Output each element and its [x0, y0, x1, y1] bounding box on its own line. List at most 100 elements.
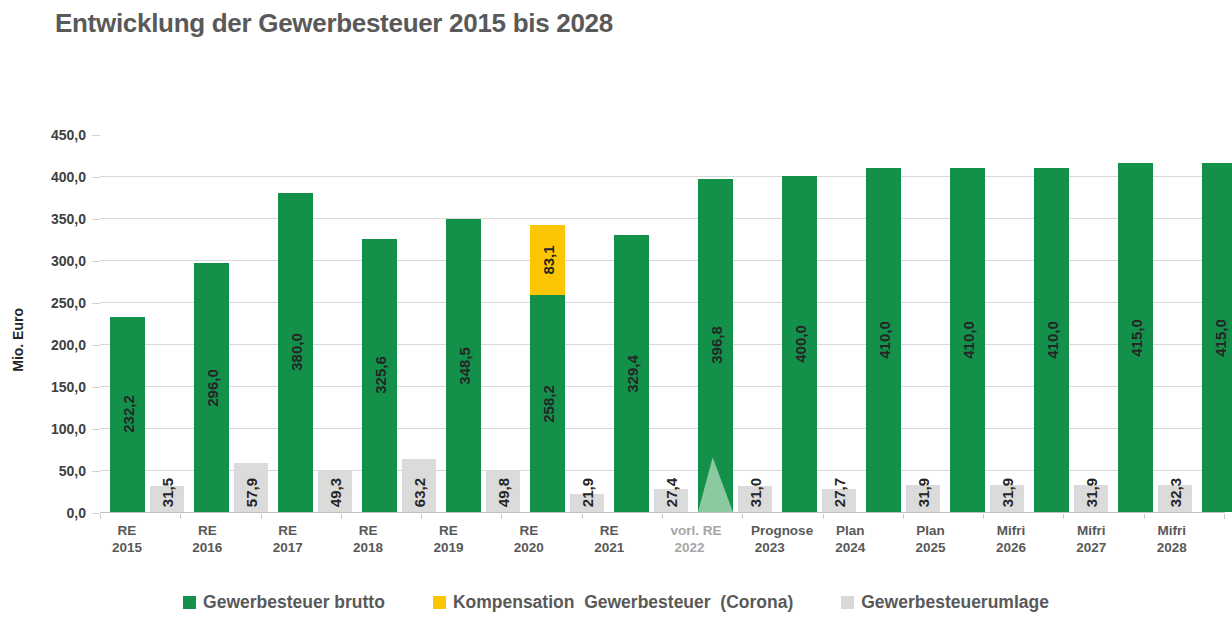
bar-value-label: 296,0 — [204, 369, 219, 407]
brutto-segment: 410,0 — [950, 168, 985, 512]
brutto-segment: 232,2 — [110, 317, 145, 512]
brutto-segment: 400,0 — [782, 176, 817, 512]
category-label: Mifri2026 — [992, 522, 1030, 556]
y-axis-tick-mark — [92, 513, 100, 514]
bar-value-label: 31,0 — [748, 478, 763, 507]
gewerbesteuerumlage-bar: 49,3 — [318, 471, 352, 512]
gewerbesteuer-brutto-bar: 325,6 — [362, 239, 397, 513]
category-label: Mifri2027 — [1072, 522, 1110, 556]
bar-value-label: 63,2 — [412, 478, 427, 507]
bar-group: 400,027,7 — [772, 135, 856, 512]
legend-swatch-brutto — [183, 596, 196, 609]
y-axis-tick-mark — [92, 387, 100, 388]
gewerbesteuer-brutto-bar: 329,4 — [614, 235, 649, 512]
y-axis-tick-label: 100,0 — [6, 420, 86, 438]
x-axis-ticks — [100, 514, 1225, 519]
y-axis-tick-mark — [92, 261, 100, 262]
gewerbesteuerumlage-bar: 49,8 — [486, 470, 520, 512]
bar-value-label: 31,9 — [1000, 478, 1015, 507]
category-label: Plan2025 — [912, 522, 950, 556]
legend-swatch-kompensation — [433, 596, 446, 609]
gewerbesteuerumlage-bar: 31,9 — [990, 485, 1024, 512]
gewerbesteuer-brutto-bar: 348,5 — [446, 219, 481, 512]
gewerbesteuerumlage-bar: 31,0 — [738, 486, 772, 512]
bar-group: 380,049,3 — [268, 135, 352, 512]
y-axis-tick-mark — [92, 177, 100, 178]
x-axis-tick-mark — [341, 514, 421, 519]
legend-item-brutto: Gewerbesteuer brutto — [183, 592, 385, 613]
bar-value-label: 232,2 — [120, 396, 135, 434]
y-axis-tick-mark — [92, 345, 100, 346]
gewerbesteuerumlage-bar: 31,9 — [1074, 485, 1108, 512]
bar-value-label: 348,5 — [456, 347, 471, 385]
x-axis-tick-mark — [903, 514, 983, 519]
gewerbesteuer-brutto-bar: 380,0 — [278, 193, 313, 512]
gewerbesteuerumlage-bar: 32,3 — [1158, 485, 1192, 512]
legend-swatch-umlage — [841, 596, 854, 609]
brutto-segment: 296,0 — [194, 263, 229, 512]
bar-value-label: 325,6 — [372, 356, 387, 394]
x-axis-tick-mark — [1144, 514, 1224, 519]
legend-label: Kompensation Gewerbesteuer (Corona) — [453, 592, 793, 613]
y-axis-tick-label: 400,0 — [6, 168, 86, 186]
brutto-segment: 415,0 — [1118, 163, 1153, 512]
bar-group: 348,5 49,8 — [436, 135, 520, 512]
gewerbesteuerumlage-bar: 31,9 — [906, 485, 940, 512]
bar-value-label: 410,0 — [876, 321, 891, 359]
gewerbesteuer-brutto-bar: 396,8 — [698, 179, 733, 512]
bar-value-label: 31,9 — [916, 478, 931, 507]
category-label: Mifri2028 — [1153, 522, 1191, 556]
bar-value-label: 410,0 — [960, 321, 975, 359]
bar-group: 415,0 32,3 — [1108, 135, 1192, 512]
y-axis-tick-mark — [92, 135, 100, 136]
category-label: RE2021 — [590, 522, 628, 556]
x-axis-tick-mark — [180, 514, 260, 519]
x-axis-labels: RE2015RE2016RE2017RE2018RE2019RE2020RE20… — [100, 522, 1225, 556]
bar-value-label: 415,0 — [1212, 319, 1227, 357]
y-axis-tick-label: 150,0 — [6, 378, 86, 396]
gewerbesteuer-brutto-bar: 410,0 — [950, 168, 985, 512]
y-axis-tick-label: 300,0 — [6, 252, 86, 270]
category-label: RE2016 — [188, 522, 226, 556]
x-axis-tick-mark — [742, 514, 822, 519]
gewerbesteuer-brutto-bar: 296,0 — [194, 263, 229, 512]
bar-group: 410,031,9 — [1024, 135, 1108, 512]
x-axis-tick-mark — [983, 514, 1063, 519]
bar-group: 396,8 31,0 — [688, 135, 772, 512]
y-axis-tick-mark — [92, 219, 100, 220]
y-axis-tick-label: 450,0 — [6, 126, 86, 144]
category-label: Plan2024 — [831, 522, 869, 556]
chart-canvas: Entwicklung der Gewerbesteuer 2015 bis 2… — [0, 0, 1232, 625]
brutto-segment: 410,0 — [866, 168, 901, 512]
gewerbesteuerumlage-bar: 21,9 — [570, 494, 604, 512]
y-axis-tick-label: 50,0 — [6, 462, 86, 480]
bar-value-label: 21,9 — [580, 478, 595, 507]
bar-value-label: 31,9 — [1084, 478, 1099, 507]
legend: Gewerbesteuer brutto Kompensation Gewerbe… — [0, 592, 1232, 613]
y-axis-tick-mark — [92, 303, 100, 304]
brutto-segment: 258,2 — [530, 295, 565, 512]
x-axis-tick-mark — [501, 514, 581, 519]
legend-item-kompensation: Kompensation Gewerbesteuer (Corona) — [433, 592, 793, 613]
x-axis-tick-mark — [662, 514, 742, 519]
gewerbesteuer-brutto-bar: 400,0 — [782, 176, 817, 512]
bar-value-label: 400,0 — [792, 325, 807, 363]
bar-value-label: 396,8 — [708, 327, 723, 365]
gewerbesteuerumlage-bar: 31,5 — [150, 486, 184, 512]
y-axis-tick-label: 0,0 — [6, 504, 86, 522]
plot-area: 232,231,5296,057,9380,049,3325,663,2348,… — [100, 135, 1225, 513]
gewerbesteuerumlage-bar: 57,9 — [234, 463, 268, 512]
brutto-segment: 329,4 — [614, 235, 649, 512]
brutto-segment: 348,5 — [446, 219, 481, 512]
bar-value-label: 415,0 — [1128, 319, 1143, 357]
brutto-segment: 380,0 — [278, 193, 313, 512]
x-axis-tick-mark — [582, 514, 662, 519]
gewerbesteuer-brutto-bar: 410,0 — [866, 168, 901, 512]
gewerbesteuerumlage-bar: 63,2 — [402, 459, 436, 512]
x-axis-tick-mark — [100, 514, 180, 519]
x-axis-tick-mark — [1063, 514, 1143, 519]
gewerbesteuerumlage-bar: 27,4 — [654, 489, 688, 512]
x-axis-tick-mark — [421, 514, 501, 519]
brutto-segment: 410,0 — [1034, 168, 1069, 512]
category-label: RE2020 — [510, 522, 548, 556]
